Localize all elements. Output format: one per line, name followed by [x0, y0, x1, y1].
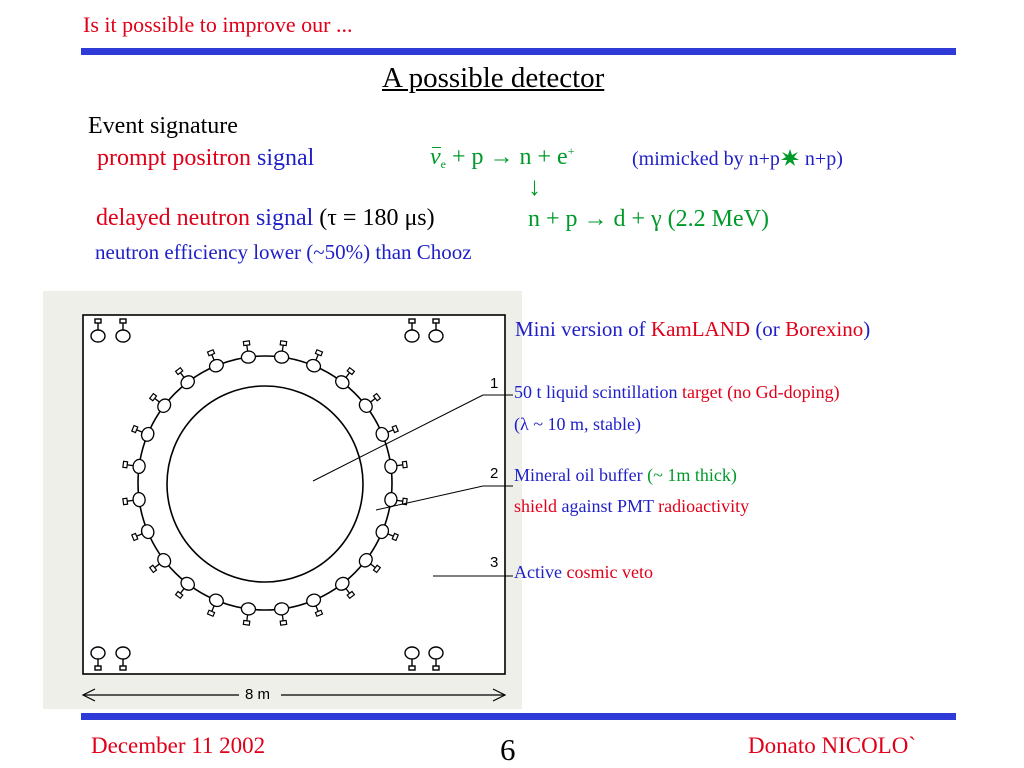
mimicked-suffix: n+p): [799, 148, 843, 170]
pmt: [335, 576, 356, 600]
delayed-signal-line: delayed neutron signal (τ = 180 μs): [96, 205, 435, 232]
pmt: [384, 458, 408, 475]
pmt: [375, 524, 400, 542]
mini-text-c: ): [863, 317, 871, 341]
footer-author: Donato NICOLO`: [748, 733, 916, 758]
positron-charge: +: [567, 144, 575, 158]
pmt: [306, 348, 324, 373]
pmt: [273, 602, 290, 626]
pmt: [174, 576, 195, 600]
pmt: [240, 602, 257, 626]
page-number: 6: [500, 732, 516, 767]
item1-sub-line: (λ ~ 10 m, stable): [514, 414, 641, 434]
prompt-signal-word: signal: [257, 145, 315, 171]
item2-line: Mineral oil buffer (~ 1m thick): [514, 465, 737, 486]
scale-label: 8 m: [245, 686, 271, 703]
pmt: [206, 348, 224, 373]
reaction-ibd-rest: + p → n + e: [445, 144, 568, 170]
pmt: [148, 553, 172, 574]
item1-text-b: target (no Gd-doping): [682, 382, 840, 402]
antineutrino-subscript: e: [440, 157, 446, 171]
burst-icon: [780, 149, 799, 173]
pmt: [130, 524, 155, 542]
delayed-signal-word: signal: [255, 205, 314, 231]
corner-pmts: [90, 318, 444, 671]
item3-text-a: Active: [514, 562, 567, 582]
pmt: [174, 366, 195, 390]
detector-diagram: 1 2 3 8 m: [43, 291, 522, 709]
arrow-down: ↓: [528, 172, 541, 201]
kamland-text: KamLAND: [650, 317, 751, 341]
mimicked-note: (mimicked by n+p n+p): [632, 148, 843, 173]
pmt: [375, 424, 400, 442]
slide-title: A possible detector: [382, 62, 605, 94]
delayed-label: delayed neutron: [96, 205, 250, 231]
veto-pmt: [404, 318, 420, 343]
mimicked-prefix: (mimicked by n+p: [632, 148, 780, 170]
borexino-text: Borexino: [785, 317, 864, 341]
veto-pmt: [115, 318, 131, 343]
scale-arrow-left-head: [81, 688, 96, 702]
item1-line: 50 t liquid scintillation target (no Gd-…: [514, 382, 840, 403]
veto-pmt: [90, 646, 106, 671]
leader-line-2: [375, 485, 484, 511]
callout-number-3: 3: [490, 554, 499, 571]
veto-pmt: [115, 646, 131, 671]
scale-label-bg: [239, 686, 281, 704]
reaction-ibd: νe + p → n + e+: [430, 144, 575, 172]
mini-text-b: (or: [750, 317, 786, 341]
item2-text-b: (~ 1m thick): [647, 465, 737, 485]
item2-sub-line: shield against PMT radioactivity: [514, 496, 749, 517]
footer-rule: [81, 713, 956, 720]
pmt: [306, 593, 324, 618]
pmt: [273, 340, 290, 364]
pmt: [358, 392, 382, 413]
callout-number-2: 2: [490, 465, 499, 482]
pmt-array: [122, 340, 408, 626]
delayed-tau: (τ = 180 μs): [319, 205, 435, 231]
item3-text-b: cosmic veto: [566, 562, 653, 582]
footer-date: December 11 2002: [91, 733, 266, 758]
pmt: [335, 366, 356, 390]
item2-text-a: Mineral oil buffer: [514, 465, 648, 485]
pmt: [122, 491, 146, 508]
pmt: [240, 340, 257, 364]
buffer-vessel-circle: [137, 355, 393, 611]
event-signature-heading: Event signature: [88, 113, 238, 139]
scale-arrow-right-head: [492, 688, 507, 702]
target-vessel-circle: [166, 385, 364, 583]
pmt: [206, 593, 224, 618]
header-title: Is it possible to improve our ...: [83, 12, 353, 37]
item1-text-a: 50 t liquid scintillation: [514, 382, 682, 402]
detector-drawing: [81, 314, 513, 704]
antineutrino-symbol: ν: [430, 144, 441, 170]
prompt-signal-line: prompt positron signal: [97, 145, 314, 172]
veto-pmt: [90, 318, 106, 343]
header-rule: [81, 48, 956, 55]
mini-version-line: Mini version of KamLAND (or Borexino): [515, 317, 870, 342]
leader-line-1: [312, 394, 484, 482]
veto-pmt: [404, 646, 420, 671]
callout-number-1: 1: [490, 375, 499, 392]
veto-tank-outline: [82, 314, 506, 675]
item2-sub-a: shield: [514, 496, 557, 516]
item2-sub-b: against PMT: [557, 496, 659, 516]
item2-sub-c: radioactivity: [658, 496, 750, 516]
reaction-capture: n + p → d + γ (2.2 MeV): [528, 206, 769, 232]
prompt-label: prompt positron: [97, 145, 251, 171]
pmt: [130, 424, 155, 442]
veto-pmt: [428, 318, 444, 343]
item3-line: Active cosmic veto: [514, 562, 653, 583]
efficiency-note: neutron efficiency lower (~50%) than Cho…: [95, 240, 472, 264]
pmt: [148, 392, 172, 413]
pmt: [358, 553, 382, 574]
veto-pmt: [428, 646, 444, 671]
mini-text-a: Mini version of: [515, 317, 651, 341]
pmt: [122, 458, 146, 475]
